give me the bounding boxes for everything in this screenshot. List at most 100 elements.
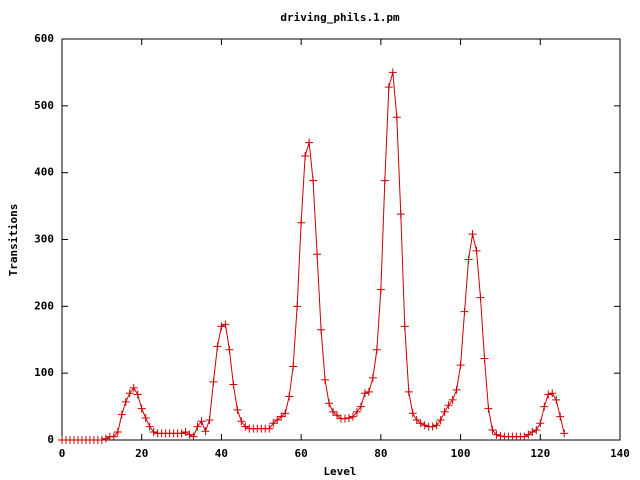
point-marker xyxy=(480,354,489,363)
point-marker xyxy=(209,377,218,386)
y-axis-label: Transitions xyxy=(7,204,20,277)
point-marker xyxy=(492,430,501,439)
x-tick-label: 40 xyxy=(215,447,228,460)
point-marker xyxy=(129,383,138,392)
point-marker xyxy=(221,320,230,329)
point-marker xyxy=(293,302,302,311)
x-tick-label: 80 xyxy=(374,447,387,460)
point-marker xyxy=(269,419,278,428)
point-marker xyxy=(313,250,322,259)
point-marker xyxy=(177,429,186,438)
point-marker xyxy=(189,432,198,441)
point-marker xyxy=(360,389,369,398)
point-marker xyxy=(464,255,473,264)
point-marker xyxy=(229,380,238,389)
point-marker xyxy=(380,176,389,185)
point-marker xyxy=(476,293,485,302)
point-marker xyxy=(317,325,326,334)
point-marker xyxy=(344,413,353,422)
y-tick-label: 300 xyxy=(34,233,54,246)
point-marker xyxy=(452,385,461,394)
point-marker xyxy=(496,431,505,440)
y-tick-label: 100 xyxy=(34,366,54,379)
point-marker xyxy=(277,412,286,421)
x-tick-label: 60 xyxy=(295,447,308,460)
point-marker xyxy=(237,417,246,426)
point-marker xyxy=(472,246,481,255)
point-marker xyxy=(113,427,122,436)
point-marker xyxy=(205,415,214,424)
point-marker xyxy=(436,415,445,424)
point-marker xyxy=(352,407,361,416)
point-marker xyxy=(528,427,537,436)
point-marker xyxy=(309,176,318,185)
point-marker xyxy=(145,422,154,431)
point-marker xyxy=(400,322,409,331)
point-marker xyxy=(356,402,365,411)
point-marker xyxy=(460,307,469,316)
point-marker xyxy=(125,389,134,398)
point-marker xyxy=(97,436,106,444)
y-tick-label: 600 xyxy=(34,32,54,45)
point-marker xyxy=(185,430,194,439)
x-axis-label: Level xyxy=(323,465,356,478)
point-marker xyxy=(301,151,310,160)
point-marker xyxy=(540,402,549,411)
point-marker xyxy=(133,390,142,399)
point-marker xyxy=(396,210,405,219)
x-tick-label: 100 xyxy=(451,447,471,460)
series-line xyxy=(62,72,565,441)
point-marker xyxy=(217,322,226,331)
point-marker xyxy=(544,390,553,399)
point-marker xyxy=(117,410,126,419)
y-tick-label: 200 xyxy=(34,299,54,312)
point-marker xyxy=(520,432,529,441)
point-marker xyxy=(456,361,465,370)
point-marker xyxy=(321,375,330,384)
point-marker xyxy=(440,407,449,416)
point-marker xyxy=(201,427,210,436)
point-marker xyxy=(289,362,298,371)
x-tick-label: 0 xyxy=(59,447,66,460)
point-marker xyxy=(532,425,541,434)
point-marker xyxy=(213,342,222,351)
plot-border xyxy=(61,38,621,441)
point-marker xyxy=(420,421,429,430)
x-tick-label: 120 xyxy=(530,447,550,460)
point-marker xyxy=(297,218,306,227)
point-marker xyxy=(273,415,282,424)
point-marker xyxy=(281,409,290,418)
point-marker xyxy=(428,422,437,431)
point-marker xyxy=(325,399,334,408)
y-tick-label: 0 xyxy=(47,433,54,446)
point-marker xyxy=(388,68,397,77)
point-marker xyxy=(372,345,381,354)
point-marker xyxy=(364,387,373,396)
x-tick-label: 20 xyxy=(135,447,148,460)
point-marker xyxy=(149,427,158,436)
point-marker xyxy=(432,421,441,430)
point-marker xyxy=(333,411,342,420)
point-marker xyxy=(101,434,110,443)
point-marker xyxy=(137,404,146,413)
point-marker xyxy=(285,392,294,401)
point-marker xyxy=(265,424,274,433)
point-marker xyxy=(368,373,377,382)
point-marker xyxy=(552,395,561,404)
point-marker xyxy=(225,345,234,354)
point-marker xyxy=(392,113,401,122)
point-marker xyxy=(193,422,202,431)
point-marker xyxy=(241,422,250,431)
point-marker xyxy=(468,230,477,239)
y-tick-label: 400 xyxy=(34,166,54,179)
point-marker xyxy=(444,401,453,410)
point-marker xyxy=(121,397,130,406)
point-marker xyxy=(109,432,118,441)
point-marker xyxy=(384,83,393,92)
point-marker xyxy=(141,413,150,422)
point-marker xyxy=(348,412,357,421)
point-marker xyxy=(412,415,421,424)
point-marker xyxy=(484,404,493,413)
